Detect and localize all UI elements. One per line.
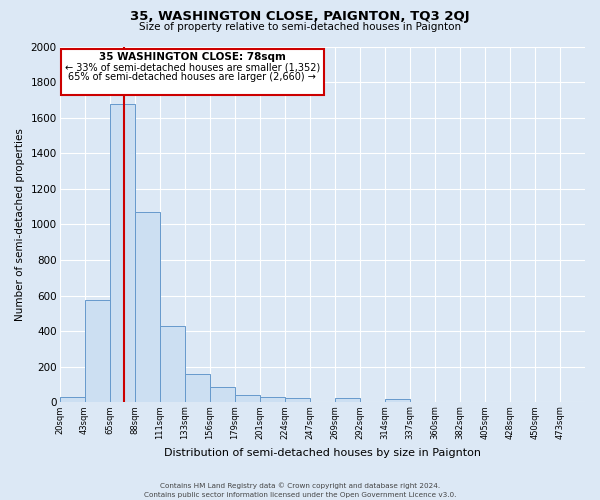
Bar xyxy=(85,300,110,402)
Bar xyxy=(59,397,85,402)
FancyBboxPatch shape xyxy=(61,49,323,94)
Text: Contains HM Land Registry data © Crown copyright and database right 2024.: Contains HM Land Registry data © Crown c… xyxy=(160,482,440,489)
Bar xyxy=(210,388,235,402)
Bar xyxy=(260,397,285,402)
Bar xyxy=(134,212,160,402)
Text: Contains public sector information licensed under the Open Government Licence v3: Contains public sector information licen… xyxy=(144,492,456,498)
Y-axis label: Number of semi-detached properties: Number of semi-detached properties xyxy=(15,128,25,321)
Text: 35, WASHINGTON CLOSE, PAIGNTON, TQ3 2QJ: 35, WASHINGTON CLOSE, PAIGNTON, TQ3 2QJ xyxy=(130,10,470,23)
Bar xyxy=(385,399,410,402)
Bar xyxy=(110,104,134,403)
Text: 35 WASHINGTON CLOSE: 78sqm: 35 WASHINGTON CLOSE: 78sqm xyxy=(99,52,286,62)
Bar xyxy=(160,326,185,402)
Bar xyxy=(285,398,310,402)
Bar xyxy=(235,396,260,402)
Text: ← 33% of semi-detached houses are smaller (1,352): ← 33% of semi-detached houses are smalle… xyxy=(65,62,320,72)
X-axis label: Distribution of semi-detached houses by size in Paignton: Distribution of semi-detached houses by … xyxy=(164,448,481,458)
Bar xyxy=(185,374,210,402)
Bar xyxy=(335,398,360,402)
Text: 65% of semi-detached houses are larger (2,660) →: 65% of semi-detached houses are larger (… xyxy=(68,72,316,83)
Text: Size of property relative to semi-detached houses in Paignton: Size of property relative to semi-detach… xyxy=(139,22,461,32)
